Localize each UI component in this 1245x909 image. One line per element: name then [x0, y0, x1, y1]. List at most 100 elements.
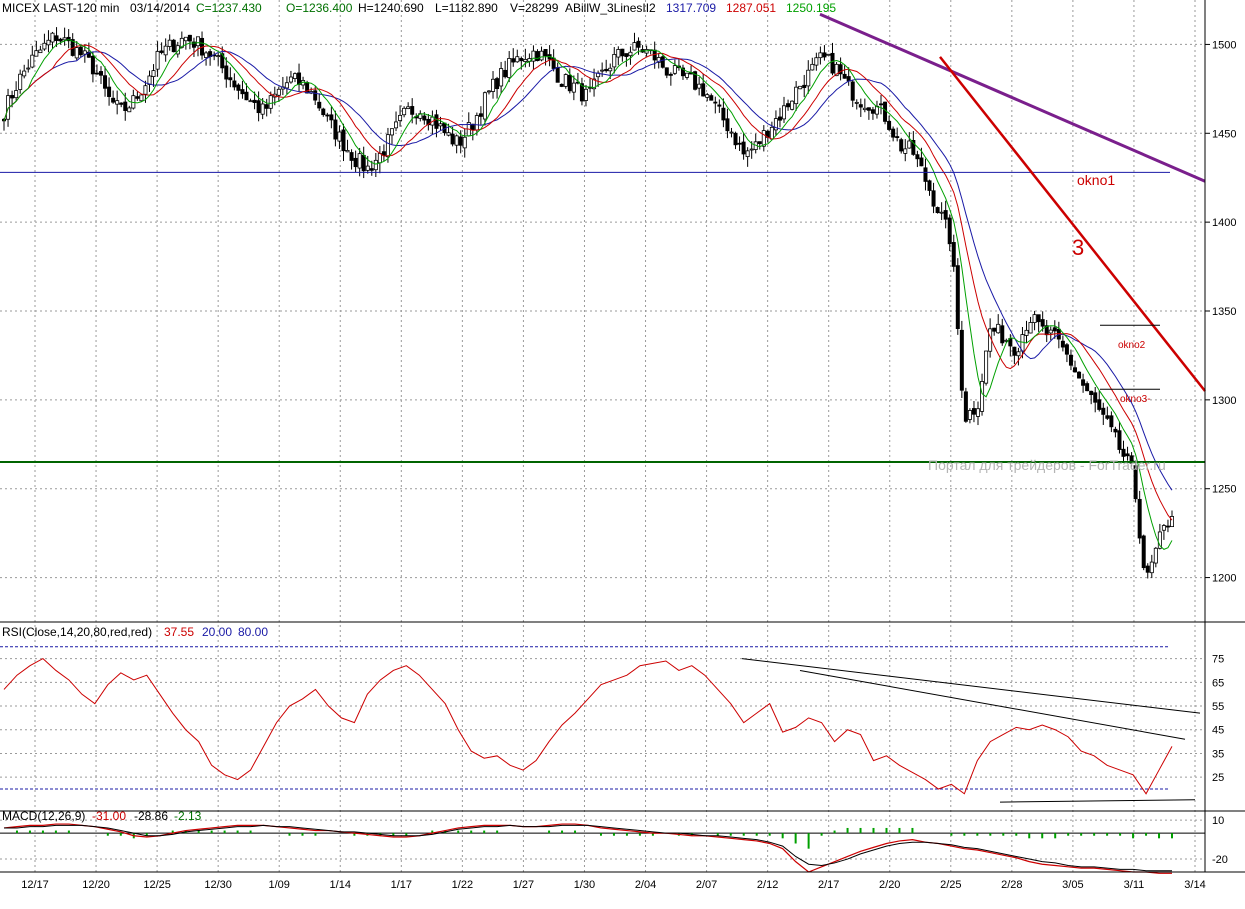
candle[interactable] [777, 107, 782, 128]
candle[interactable] [1028, 316, 1033, 334]
candle[interactable] [14, 81, 19, 101]
candle[interactable] [486, 90, 491, 95]
candle[interactable] [664, 67, 669, 79]
candle[interactable] [717, 99, 722, 113]
candle[interactable] [46, 30, 51, 53]
candle[interactable] [895, 127, 900, 142]
candle[interactable] [155, 41, 160, 77]
candle[interactable] [507, 51, 512, 83]
candle[interactable] [1133, 460, 1138, 503]
candle[interactable] [1068, 349, 1073, 371]
candle[interactable] [786, 99, 791, 111]
candle[interactable] [511, 48, 516, 67]
candle[interactable] [147, 70, 152, 92]
candle[interactable] [394, 111, 399, 132]
candle[interactable] [491, 71, 496, 99]
candle[interactable] [709, 93, 714, 101]
candle[interactable] [1093, 386, 1098, 413]
candle[interactable] [826, 53, 831, 56]
candle[interactable] [1085, 381, 1090, 392]
macd-panel[interactable] [0, 823, 1205, 874]
candle[interactable] [1097, 390, 1102, 412]
candle[interactable] [341, 123, 346, 162]
candle[interactable] [127, 105, 132, 113]
candle[interactable] [365, 155, 370, 174]
candle[interactable] [119, 102, 124, 108]
candle[interactable] [883, 101, 888, 125]
candle[interactable] [680, 64, 685, 80]
candle[interactable] [337, 125, 342, 149]
candle[interactable] [701, 73, 706, 97]
candle[interactable] [26, 59, 31, 73]
candle[interactable] [256, 91, 261, 122]
candle[interactable] [54, 27, 59, 47]
candle[interactable] [317, 93, 322, 111]
price-panel[interactable] [0, 12, 1206, 579]
candle[interactable] [729, 127, 734, 138]
candle[interactable] [228, 67, 233, 88]
candle[interactable] [842, 65, 847, 79]
candle[interactable] [503, 60, 508, 79]
candle[interactable] [284, 76, 289, 95]
candle[interactable] [992, 327, 997, 336]
candle[interactable] [971, 401, 976, 423]
rsi-panel[interactable] [0, 646, 1201, 803]
candle[interactable] [268, 91, 273, 114]
candle[interactable] [907, 132, 912, 149]
candle[interactable] [163, 38, 168, 62]
candle[interactable] [321, 107, 326, 117]
candle[interactable] [741, 132, 746, 160]
candle[interactable] [333, 110, 338, 147]
candle[interactable] [822, 45, 827, 61]
candle[interactable] [450, 126, 455, 147]
candle[interactable] [1089, 390, 1094, 405]
candle[interactable] [183, 36, 188, 50]
candle[interactable] [697, 76, 702, 96]
candle[interactable] [462, 128, 467, 158]
candle[interactable] [656, 52, 661, 69]
candle[interactable] [1113, 426, 1118, 438]
candle[interactable] [713, 96, 718, 114]
candle[interactable] [276, 86, 281, 102]
candle[interactable] [1165, 519, 1170, 533]
candle[interactable] [1121, 440, 1126, 462]
candle[interactable] [111, 90, 116, 104]
candle[interactable] [482, 91, 487, 126]
candle[interactable] [559, 83, 564, 88]
candle[interactable] [531, 45, 536, 70]
candle[interactable] [1036, 314, 1041, 332]
candle[interactable] [737, 136, 742, 151]
candle[interactable] [438, 116, 443, 131]
candle[interactable] [862, 98, 867, 113]
candle[interactable] [616, 46, 621, 66]
candle[interactable] [1149, 554, 1154, 579]
candle[interactable] [1145, 563, 1150, 579]
candle[interactable] [535, 49, 540, 62]
candle[interactable] [858, 98, 863, 117]
candle[interactable] [406, 102, 411, 110]
candle[interactable] [398, 105, 403, 127]
candle[interactable] [264, 98, 269, 117]
candle[interactable] [1081, 373, 1086, 393]
candle[interactable] [159, 42, 164, 55]
candle[interactable] [854, 99, 859, 110]
candle[interactable] [454, 134, 459, 154]
candle[interactable] [600, 62, 605, 77]
candle[interactable] [151, 64, 156, 87]
candle[interactable] [1048, 326, 1053, 341]
candle[interactable] [115, 90, 120, 115]
candle[interactable] [794, 81, 799, 111]
candle[interactable] [252, 91, 257, 110]
candle[interactable] [373, 152, 378, 177]
candle[interactable] [94, 64, 99, 75]
candle[interactable] [329, 106, 334, 129]
candle[interactable] [288, 70, 293, 84]
candle[interactable] [478, 106, 483, 125]
candle[interactable] [705, 92, 710, 102]
candle[interactable] [798, 85, 803, 90]
candle[interactable] [757, 141, 762, 150]
candle[interactable] [515, 49, 520, 63]
candle[interactable] [830, 42, 835, 76]
candle[interactable] [22, 64, 27, 79]
candle[interactable] [980, 373, 985, 416]
